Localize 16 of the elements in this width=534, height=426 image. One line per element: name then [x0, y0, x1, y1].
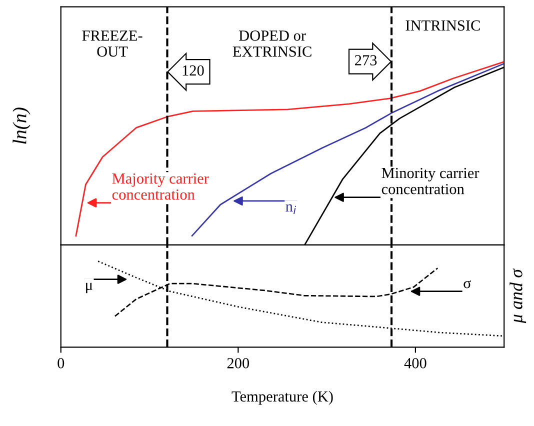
annotation: μ [86, 282, 92, 294]
annotation: n$_{i}$ [286, 204, 296, 214]
text: DOPED or EXTRINSIC [232, 30, 312, 57]
text: INTRINSIC [406, 20, 480, 31]
annotation: 273 [355, 55, 377, 66]
y-axis-title: ln(n) [12, 108, 30, 144]
x-tick-label: 200 [227, 358, 250, 368]
text: FREEZE- OUT [82, 30, 142, 57]
annotation: Minority carrier concentration [382, 168, 480, 194]
x-tick-label: 0 [58, 358, 64, 368]
y-axis-title: μ and σ [510, 268, 526, 324]
x-axis-title: Temperature (K) [232, 390, 333, 405]
annotation: Majority carrier concentration [112, 173, 209, 200]
annotation: 120 [182, 65, 204, 76]
x-tick-label: 400 [404, 358, 426, 368]
annotation: σ [464, 280, 472, 288]
